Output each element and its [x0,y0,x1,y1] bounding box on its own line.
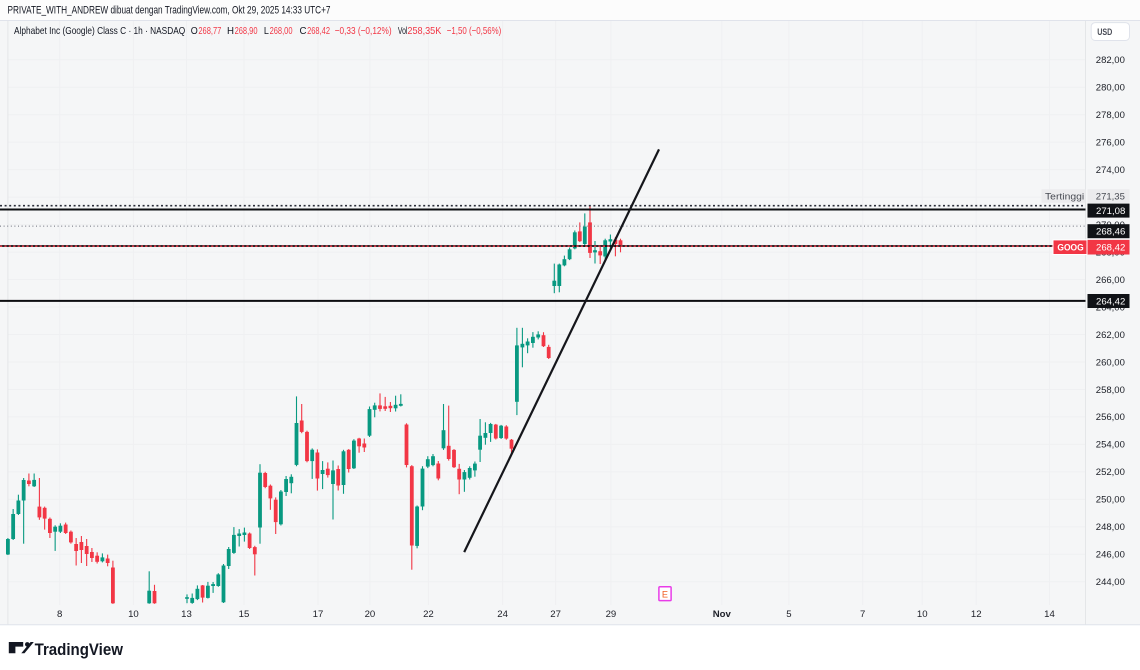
svg-text:278,00: 278,00 [1096,110,1125,121]
svg-text:13: 13 [181,609,192,620]
svg-text:O: O [191,26,198,37]
svg-text:L: L [264,26,269,37]
svg-text:Vol: Vol [398,26,408,37]
svg-text:−1,50 (−0,56%): −1,50 (−0,56%) [447,26,502,37]
svg-text:15: 15 [239,609,250,620]
svg-text:268,90: 268,90 [235,26,258,37]
svg-text:258,00: 258,00 [1096,385,1125,396]
svg-text:268,77: 268,77 [198,26,221,37]
svg-text:276,00: 276,00 [1096,137,1125,148]
svg-text:PRIVATE_WITH_ANDREW dibuat den: PRIVATE_WITH_ANDREW dibuat dengan Tradin… [8,5,331,17]
svg-text:250,00: 250,00 [1096,495,1125,506]
svg-text:244,00: 244,00 [1096,577,1125,588]
svg-text:246,00: 246,00 [1096,550,1125,561]
svg-text:29: 29 [606,609,617,620]
svg-text:8: 8 [57,609,62,620]
svg-text:254,00: 254,00 [1096,440,1125,451]
svg-text:266,00: 266,00 [1096,275,1125,286]
svg-text:GOOG: GOOG [1057,243,1083,253]
svg-text:27: 27 [550,609,561,620]
svg-text:24: 24 [497,609,508,620]
svg-text:268,42: 268,42 [1096,243,1125,254]
svg-text:Tertinggi: Tertinggi [1045,190,1084,201]
svg-text:264,42: 264,42 [1096,296,1125,307]
svg-text:14: 14 [1044,609,1055,620]
svg-text:268,00: 268,00 [270,26,293,37]
svg-text:−0,33 (−0,12%): −0,33 (−0,12%) [335,26,392,37]
svg-text:248,00: 248,00 [1096,522,1125,533]
svg-text:271,08: 271,08 [1096,206,1125,217]
svg-text:12: 12 [971,609,982,620]
svg-text:Alphabet Inc (Google) Class C: Alphabet Inc (Google) Class C · 1h · NAS… [14,26,185,37]
svg-text:22: 22 [423,609,434,620]
svg-text:280,00: 280,00 [1096,83,1125,94]
svg-text:7: 7 [860,609,865,620]
svg-text:256,00: 256,00 [1096,412,1125,423]
svg-text:10: 10 [128,609,139,620]
svg-text:20: 20 [365,609,376,620]
svg-text:USD: USD [1097,27,1112,37]
svg-text:268,42: 268,42 [307,26,330,37]
svg-text:TradingView: TradingView [35,640,124,659]
svg-text:H: H [227,26,234,37]
svg-text:5: 5 [786,609,791,620]
svg-text:258,35K: 258,35K [407,26,441,37]
svg-text:252,00: 252,00 [1096,467,1125,478]
svg-text:C: C [300,26,307,37]
svg-text:10: 10 [917,609,928,620]
svg-text:271,35: 271,35 [1096,191,1125,202]
svg-text:282,00: 282,00 [1096,55,1125,66]
svg-text:262,00: 262,00 [1096,330,1125,341]
svg-text:268,46: 268,46 [1096,227,1125,238]
svg-text:17: 17 [313,609,324,620]
svg-text:Nov: Nov [713,609,732,620]
svg-text:274,00: 274,00 [1096,165,1125,176]
svg-text:E: E [662,589,668,599]
svg-text:260,00: 260,00 [1096,357,1125,368]
